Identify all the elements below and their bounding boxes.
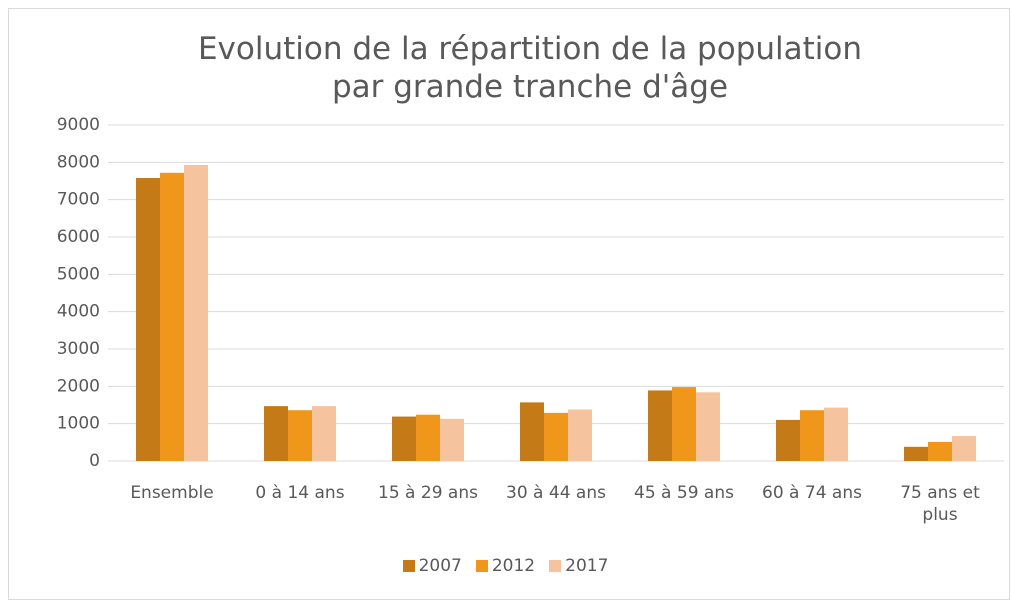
y-tick-label: 5000 (57, 264, 100, 284)
legend-label: 2007 (418, 556, 462, 576)
y-tick-label: 9000 (57, 115, 100, 135)
chart-border (8, 8, 1010, 600)
x-tick-label: 15 à 29 ans (378, 483, 478, 503)
legend: 2007 2012 2017 (0, 556, 1011, 576)
bar (672, 387, 696, 461)
legend-label: 2017 (565, 556, 609, 576)
x-tick-label: 45 à 59 ans (634, 483, 734, 503)
y-tick-label: 0 (89, 451, 100, 471)
legend-item: 2012 (475, 556, 536, 576)
bar (648, 390, 672, 461)
y-tick-label: 7000 (57, 190, 100, 210)
legend-swatch (549, 560, 562, 572)
y-tick-label: 3000 (57, 339, 100, 359)
y-tick-label: 4000 (57, 302, 100, 322)
bar (568, 409, 592, 461)
legend-item: 2017 (549, 556, 608, 576)
bar (136, 178, 160, 461)
bar (416, 414, 440, 461)
x-tick-label: 60 à 74 ans (762, 483, 862, 503)
bar (928, 441, 952, 461)
chart-title: Evolution de la répartition de la popula… (197, 31, 863, 105)
bar (440, 418, 464, 461)
bar (696, 392, 720, 461)
bar (800, 410, 824, 461)
y-tick-label: 1000 (57, 414, 100, 434)
bar (824, 407, 848, 461)
bar (904, 446, 928, 461)
bar (184, 164, 208, 462)
bar (392, 416, 416, 461)
legend-swatch (402, 560, 415, 572)
bar (952, 435, 976, 461)
x-tick-label: 75 ans et plus (900, 483, 980, 525)
bar (264, 406, 288, 461)
legend-item: 2007 (402, 556, 462, 576)
legend-swatch (475, 560, 488, 572)
y-tick-label: 2000 (57, 376, 100, 396)
legend-label: 2012 (491, 556, 536, 576)
bar (776, 419, 800, 461)
y-tick-label: 6000 (57, 227, 100, 247)
bar (160, 172, 184, 461)
bar (312, 406, 336, 461)
y-tick-label: 8000 (57, 152, 100, 172)
x-tick-label: 30 à 44 ans (506, 483, 606, 503)
x-tick-label: Ensemble (130, 483, 214, 503)
bar (544, 412, 568, 461)
bar (520, 402, 544, 461)
bar (288, 410, 312, 461)
x-tick-label: 0 à 14 ans (255, 483, 345, 503)
